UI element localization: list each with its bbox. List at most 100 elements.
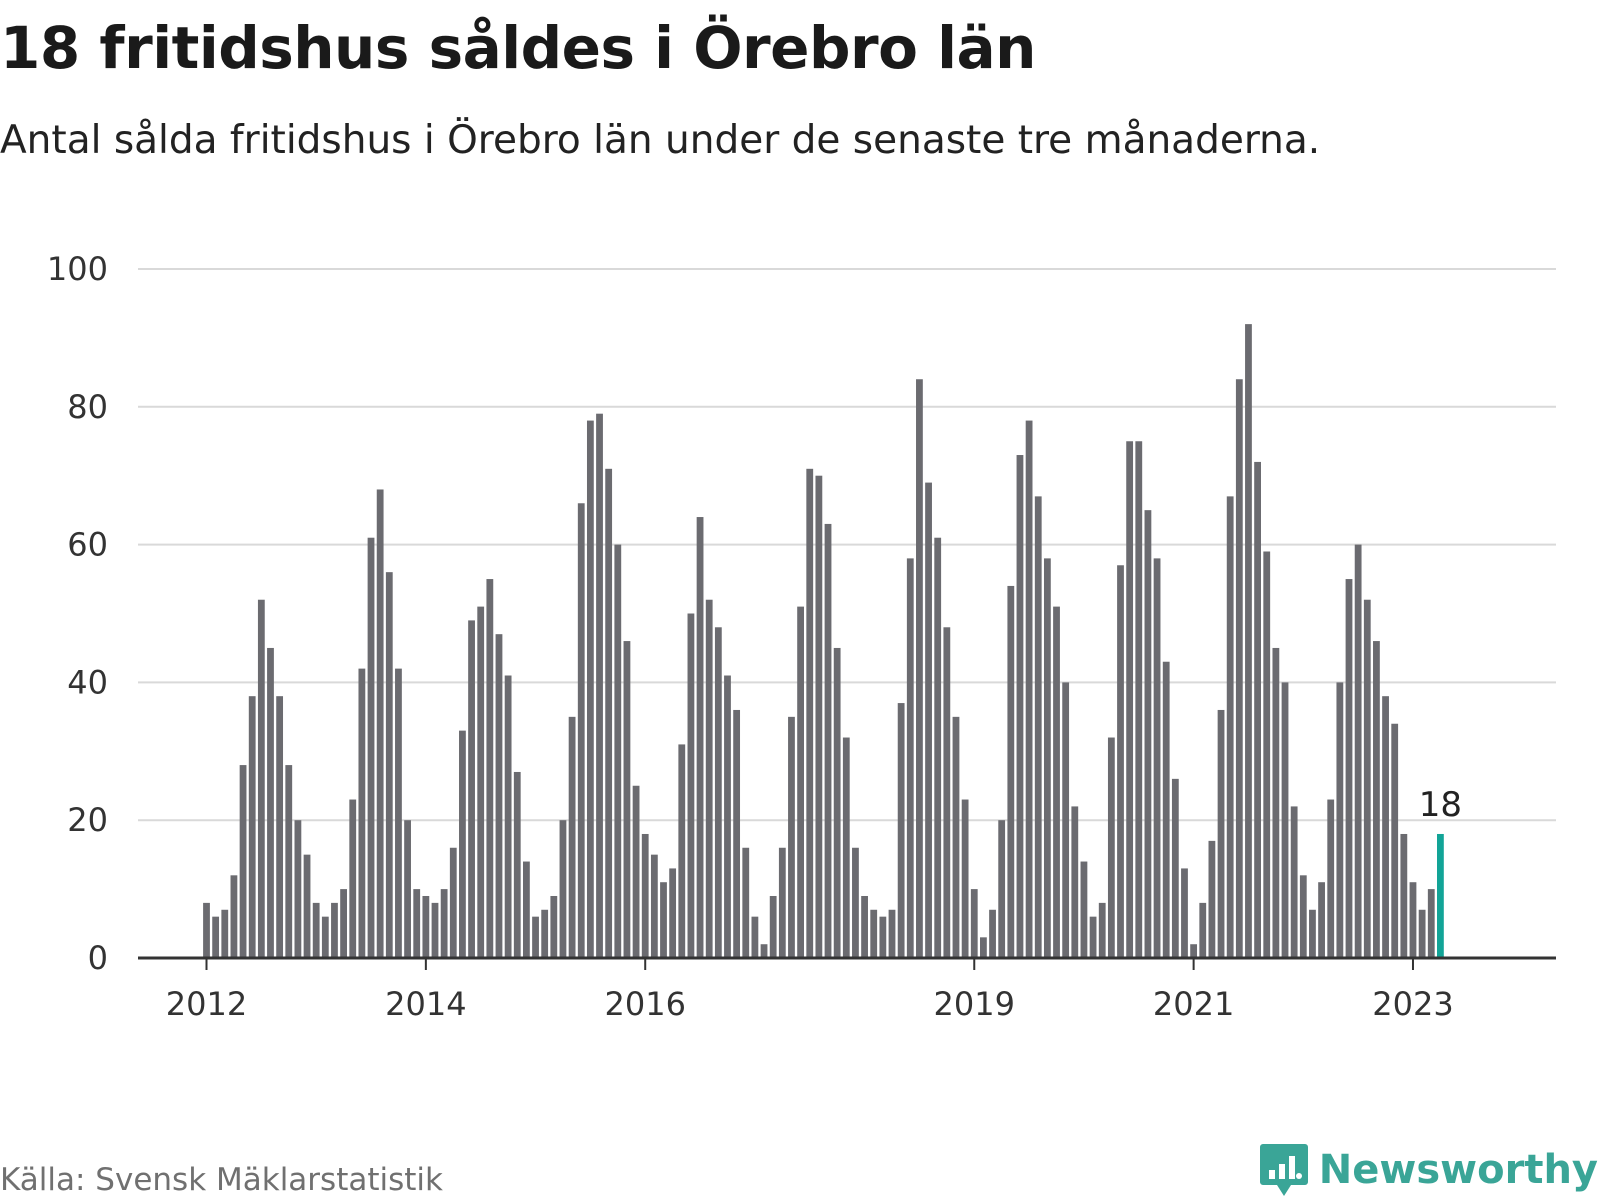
bar [1309, 909, 1316, 958]
bar [203, 902, 210, 958]
bar [788, 716, 795, 958]
bar [1418, 909, 1426, 958]
bar [916, 379, 923, 958]
bar [1107, 737, 1115, 958]
bar [778, 847, 786, 958]
bar [1080, 861, 1088, 958]
bar [459, 730, 466, 958]
bar [970, 889, 978, 958]
bar [1400, 833, 1408, 958]
bar [230, 875, 238, 958]
bar [1025, 420, 1033, 959]
bar [705, 599, 713, 958]
bar [257, 599, 265, 958]
bar [376, 489, 384, 958]
bar [1126, 441, 1134, 958]
bar [523, 861, 530, 958]
bar [239, 765, 247, 958]
x-axis: 2012 2014 2016 2019 2021 2023 [138, 956, 1556, 1023]
bar [212, 916, 220, 958]
bar [824, 523, 832, 958]
y-tick-label: 100 [47, 250, 108, 288]
bar [1144, 510, 1152, 958]
bar [1254, 461, 1261, 958]
bar [321, 916, 329, 958]
bar [1117, 565, 1124, 958]
bars [203, 324, 1444, 959]
bar [806, 468, 814, 958]
bar [906, 558, 914, 958]
bar [1336, 682, 1344, 958]
bar [404, 820, 411, 958]
bar [294, 820, 302, 958]
bar [1373, 641, 1380, 958]
brand-name: Newsworthy [1318, 1147, 1598, 1193]
bar [1437, 833, 1444, 958]
bar [1043, 558, 1051, 958]
bar [303, 854, 311, 958]
bar [331, 902, 338, 958]
bar [751, 916, 759, 958]
bar [1281, 682, 1289, 958]
bar [1272, 647, 1280, 958]
bar [221, 909, 229, 958]
bar [888, 909, 896, 958]
bar [1089, 916, 1097, 958]
bar [1290, 806, 1298, 958]
bar [1363, 599, 1371, 958]
x-tick-label: 2016 [605, 985, 686, 1023]
brand-logo: Newsworthy [1259, 1142, 1598, 1198]
bar [943, 627, 951, 958]
bar [961, 799, 969, 958]
bar [678, 744, 686, 958]
bar [1181, 868, 1188, 958]
y-tick-label: 40 [67, 663, 108, 701]
y-axis-ticks: 0 20 40 60 80 100 [47, 250, 108, 977]
bar [1263, 551, 1271, 958]
bar [422, 895, 430, 958]
bar [852, 847, 859, 958]
bar [1171, 778, 1179, 958]
bar [1062, 682, 1070, 958]
bar [367, 537, 375, 958]
bar [1007, 585, 1015, 958]
bar [815, 475, 823, 958]
chart-subtitle: Antal sålda fritidshus i Örebro län unde… [0, 118, 1321, 163]
x-tick-label: 2012 [166, 985, 247, 1023]
bar [989, 909, 996, 958]
bar [586, 420, 594, 959]
bar [340, 889, 347, 958]
bar [495, 634, 503, 958]
y-tick-label: 20 [67, 801, 108, 839]
bar [1098, 902, 1106, 958]
bar [861, 895, 868, 958]
data-labels: 18 [1419, 785, 1462, 825]
bar [276, 696, 284, 958]
bar [1053, 606, 1060, 958]
bar [724, 675, 731, 958]
bar [1427, 889, 1435, 958]
bar [312, 902, 320, 958]
bar [385, 572, 393, 958]
bar [541, 909, 549, 958]
bar [395, 668, 402, 958]
bar [1016, 455, 1024, 958]
bar [1318, 882, 1325, 958]
bar [623, 641, 631, 958]
newsworthy-logo-icon [1259, 1144, 1308, 1196]
bar [1208, 840, 1216, 958]
bar [879, 916, 887, 958]
bar [349, 799, 357, 958]
y-tick-label: 80 [67, 388, 108, 426]
bar [1299, 875, 1307, 958]
bar [568, 716, 576, 958]
x-tick-label: 2019 [934, 985, 1015, 1023]
bar [1162, 661, 1170, 958]
bar [413, 889, 421, 958]
bar [1409, 882, 1417, 958]
y-tick-label: 60 [67, 526, 108, 564]
bar [1217, 709, 1225, 958]
bar [1071, 806, 1079, 958]
bar [605, 468, 613, 958]
